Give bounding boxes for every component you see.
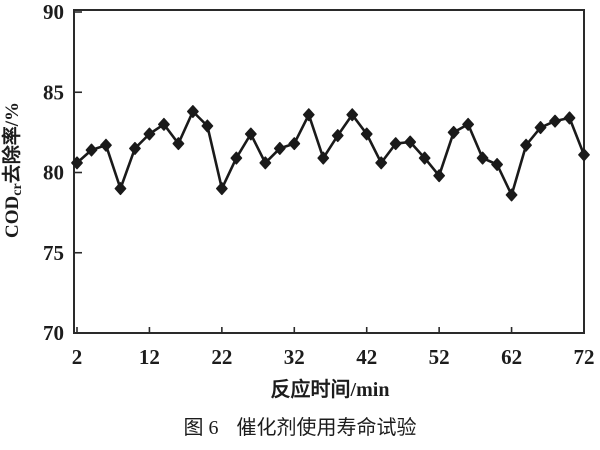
- plot-frame: [73, 9, 585, 334]
- data-point-marker: [534, 121, 547, 135]
- data-point-marker: [288, 137, 301, 151]
- y-axis-title-suffix: 去除率/%: [0, 102, 23, 183]
- data-point-marker: [447, 125, 460, 139]
- data-point-marker: [201, 119, 214, 133]
- data-point-marker: [302, 108, 315, 122]
- data-point-marker: [114, 182, 127, 196]
- data-point-marker: [172, 137, 185, 151]
- data-point-marker: [563, 111, 576, 125]
- data-point-marker: [317, 151, 330, 165]
- data-point-marker: [143, 127, 156, 141]
- data-point-marker: [215, 182, 228, 196]
- data-point-marker: [462, 117, 475, 131]
- axis-ticks: [74, 11, 585, 334]
- data-point-marker: [491, 157, 503, 171]
- figure-caption: 图 6 催化剂使用寿命试验: [184, 416, 417, 439]
- data-point-marker: [505, 188, 518, 202]
- data-point-marker: [433, 169, 446, 183]
- data-point-marker: [418, 151, 431, 165]
- y-axis-title: CODcr去除率/%: [0, 102, 25, 238]
- data-point-marker: [100, 138, 112, 152]
- x-tick-label: 22: [211, 345, 232, 369]
- data-point-marker: [476, 151, 489, 165]
- data-point-marker: [375, 156, 388, 170]
- y-tick-label: 75: [43, 241, 64, 265]
- data-point-marker: [129, 141, 141, 155]
- x-tick-label: 2: [72, 345, 83, 369]
- data-point-marker: [71, 156, 83, 170]
- data-point-marker: [549, 114, 561, 128]
- data-point-marker: [259, 156, 272, 170]
- data-point-marker: [85, 143, 98, 157]
- data-point-marker: [389, 137, 402, 151]
- data-point-marker: [346, 108, 359, 122]
- data-point-marker: [520, 138, 532, 152]
- data-point-marker: [331, 129, 344, 143]
- x-tick-label: 42: [356, 345, 377, 369]
- x-tick-label: 52: [429, 345, 450, 369]
- data-point-marker: [578, 148, 590, 162]
- y-axis-title-subscript: cr: [10, 183, 25, 195]
- data-point-marker: [158, 117, 170, 131]
- data-series: [71, 105, 590, 202]
- x-tick-label: 32: [284, 345, 305, 369]
- data-point-marker: [244, 127, 257, 141]
- axis-tick-labels: 70 75 80 85 90 2 12 22 32 42 52 62 72: [43, 0, 595, 369]
- x-tick-label: 62: [501, 345, 522, 369]
- y-tick-label: 80: [43, 161, 64, 185]
- y-tick-label: 90: [43, 0, 64, 24]
- data-point-marker: [360, 127, 373, 141]
- x-axis-title: 反应时间/min: [271, 377, 390, 401]
- series-line: [75, 110, 586, 197]
- data-point-marker: [404, 135, 417, 149]
- data-point-marker: [186, 105, 199, 119]
- y-tick-label: 85: [43, 80, 64, 104]
- y-tick-label: 70: [43, 321, 64, 345]
- data-point-marker: [230, 151, 243, 165]
- data-point-marker: [273, 141, 286, 155]
- figure-caption-text: 催化剂使用寿命试验: [237, 416, 417, 439]
- figure-caption-number: 图 6: [184, 417, 219, 439]
- y-axis-title-prefix: COD: [2, 196, 23, 238]
- x-tick-label: 72: [574, 345, 595, 369]
- x-tick-label: 12: [139, 345, 160, 369]
